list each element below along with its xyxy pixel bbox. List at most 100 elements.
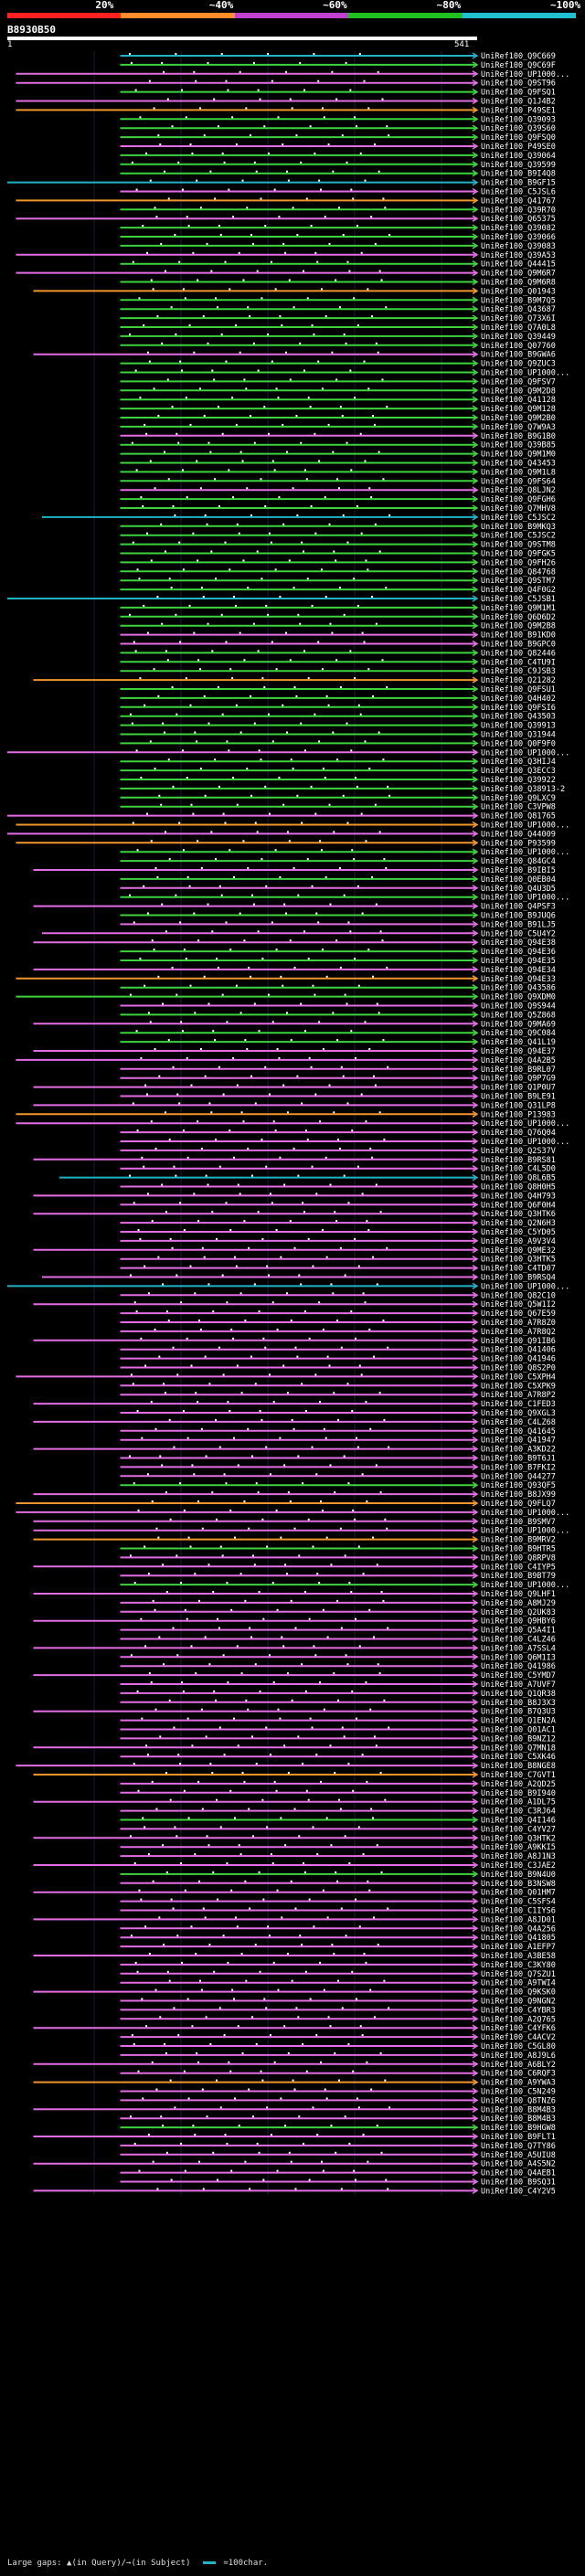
hit-row[interactable]: UniRef100_Q43453 — [120, 460, 556, 469]
hit-row[interactable]: UniRef100_Q38913-2 — [120, 785, 566, 794]
hit-row[interactable]: UniRef100_UP1000... — [16, 822, 570, 831]
hit-label[interactable]: UniRef100_Q41128 — [481, 396, 556, 405]
hit-label[interactable]: UniRef100_Q9ME32 — [481, 1246, 556, 1256]
hit-row[interactable]: UniRef100_B9MKQ3 — [120, 523, 556, 532]
hit-row[interactable]: UniRef100_Q9STM7 — [120, 577, 556, 586]
hit-row[interactable]: UniRef100_C4YFK6 — [33, 2024, 556, 2033]
hit-label[interactable]: UniRef100_Q4H793 — [481, 1192, 556, 1201]
hit-label[interactable]: UniRef100_Q1J4B2 — [481, 98, 556, 107]
hit-label[interactable]: UniRef100_Q9XDM0 — [481, 993, 556, 1002]
hit-label[interactable]: UniRef100_UP1000... — [481, 70, 569, 80]
hit-label[interactable]: UniRef100_UP1000... — [481, 1282, 569, 1291]
hit-row[interactable]: UniRef100_Q41128 — [120, 396, 556, 405]
hit-row[interactable]: UniRef100_Q21282 — [33, 676, 556, 685]
hit-label[interactable]: UniRef100_A7R8Q2 — [481, 1328, 556, 1337]
hit-label[interactable]: UniRef100_Q3HTK6 — [481, 1210, 556, 1219]
hit-label[interactable]: UniRef100_B7Q3U3 — [481, 1708, 556, 1717]
hit-label[interactable]: UniRef100_Q0F9F0 — [481, 739, 556, 748]
hit-row[interactable]: UniRef100_Q41645 — [120, 1427, 556, 1436]
hit-row[interactable]: UniRef100_Q9FS64 — [120, 477, 556, 486]
hit-row[interactable]: UniRef100_Q3HIJ4 — [120, 758, 556, 767]
hit-row[interactable]: UniRef100_Q9M128 — [120, 405, 556, 414]
hit-row[interactable]: UniRef100_UP1000... — [120, 369, 570, 378]
hit-label[interactable]: UniRef100_Q9ZUC3 — [481, 360, 556, 369]
hit-label[interactable]: UniRef100_C5XK46 — [481, 1753, 556, 1762]
hit-row[interactable]: UniRef100_Q39599 — [120, 161, 556, 170]
hit-row[interactable]: UniRef100_B9JUQ6 — [120, 912, 556, 921]
hit-row[interactable]: UniRef100_Q9FSQ0 — [120, 133, 556, 143]
hit-label[interactable]: UniRef100_A3KD22 — [481, 1446, 556, 1455]
hit-label[interactable]: UniRef100_Q39083 — [481, 242, 556, 251]
hit-row[interactable]: UniRef100_C5XK46 — [120, 1753, 556, 1762]
hit-row[interactable]: UniRef100_C6RQF3 — [120, 2070, 556, 2079]
hit-label[interactable]: UniRef100_Q9FSQ0 — [481, 133, 556, 143]
hit-row[interactable]: UniRef100_B9RL07 — [120, 1065, 556, 1075]
hit-label[interactable]: UniRef100_Q3HIJ4 — [481, 758, 556, 767]
hit-row[interactable]: UniRef100_UP1000... — [16, 1509, 570, 1518]
hit-label[interactable]: UniRef100_Q9FSV7 — [481, 377, 556, 387]
hit-row[interactable]: UniRef100_C5U4Y2 — [42, 929, 556, 938]
hit-row[interactable]: UniRef100_B9MRV2 — [33, 1536, 556, 1545]
hit-row[interactable]: UniRef100_C4Y2V5 — [33, 2187, 556, 2196]
hit-label[interactable]: UniRef100_C5YMD7 — [481, 1671, 556, 1680]
hit-label[interactable]: UniRef100_A7SSL4 — [481, 1644, 556, 1653]
hit-row[interactable]: UniRef100_Q9M1L8 — [120, 468, 556, 477]
hit-label[interactable]: UniRef100_Q9FLQ7 — [481, 1500, 556, 1509]
hit-label[interactable]: UniRef100_P13983 — [481, 1110, 556, 1119]
hit-label[interactable]: UniRef100_Q39A53 — [481, 251, 556, 260]
hit-label[interactable]: UniRef100_C5YD05 — [481, 1228, 556, 1237]
hit-label[interactable]: UniRef100_Q3HTK2 — [481, 1834, 556, 1843]
hit-label[interactable]: UniRef100_Q6M1I3 — [481, 1653, 556, 1662]
hit-label[interactable]: UniRef100_Q65375 — [481, 215, 556, 224]
hit-row[interactable]: UniRef100_B9BT79 — [120, 1572, 556, 1581]
hit-row[interactable]: UniRef100_C4YBR3 — [120, 2006, 556, 2015]
hit-label[interactable]: UniRef100_A9TWI4 — [481, 1979, 556, 1988]
hit-row[interactable]: UniRef100_Q44415 — [120, 260, 556, 270]
hit-row[interactable]: UniRef100_Q94E38 — [33, 938, 556, 948]
hit-row[interactable]: UniRef100_Q31LP8 — [33, 1101, 556, 1110]
hit-row[interactable]: UniRef100_B8JX99 — [33, 1490, 556, 1500]
hit-row[interactable]: UniRef100_B9M7Q5 — [120, 296, 556, 305]
hit-row[interactable]: UniRef100_Q01HM7 — [33, 1889, 556, 1898]
hit-label[interactable]: UniRef100_B9RSQ4 — [481, 1274, 556, 1283]
hit-label[interactable]: UniRef100_B8J3X3 — [481, 1699, 556, 1708]
hit-label[interactable]: UniRef100_Q84768 — [481, 567, 556, 577]
hit-label[interactable]: UniRef100_Q8RPV8 — [481, 1553, 556, 1563]
hit-label[interactable]: UniRef100_Q39066 — [481, 233, 556, 242]
hit-row[interactable]: UniRef100_B9FLT1 — [33, 2133, 556, 2142]
hit-label[interactable]: UniRef100_Q43687 — [481, 305, 556, 314]
hit-label[interactable]: UniRef100_C4YV27 — [481, 1825, 556, 1834]
hit-label[interactable]: UniRef100_B9SQ31 — [481, 2178, 556, 2188]
hit-label[interactable]: UniRef100_Q9HBY6 — [481, 1617, 556, 1627]
hit-label[interactable]: UniRef100_Q9M1M1 — [481, 604, 556, 613]
hit-label[interactable]: UniRef100_Q76Q04 — [481, 1129, 556, 1138]
hit-row[interactable]: UniRef100_Q8S2P0 — [120, 1364, 556, 1373]
hit-label[interactable]: UniRef100_Q7MHV8 — [481, 504, 556, 514]
hit-row[interactable]: UniRef100_Q94E34 — [33, 966, 556, 975]
hit-row[interactable]: UniRef100_Q3ECC3 — [120, 767, 556, 776]
hit-label[interactable]: UniRef100_Q39449 — [481, 333, 556, 342]
hit-row[interactable]: UniRef100_Q7MN18 — [33, 1744, 556, 1753]
hit-row[interactable]: UniRef100_Q41946 — [120, 1355, 556, 1364]
hit-label[interactable]: UniRef100_Q43586 — [481, 984, 556, 993]
hit-label[interactable]: UniRef100_A9KKI5 — [481, 1843, 556, 1852]
hit-label[interactable]: UniRef100_B9RS81 — [481, 1156, 556, 1165]
hit-row[interactable]: UniRef100_Q9ST96 — [16, 80, 556, 89]
hit-row[interactable]: UniRef100_C5XPK9 — [120, 1382, 556, 1391]
hit-label[interactable]: UniRef100_Q9NGN2 — [481, 1998, 556, 2007]
hit-row[interactable]: UniRef100_UP1000... — [16, 1119, 570, 1129]
hit-label[interactable]: UniRef100_Q9ST96 — [481, 80, 556, 89]
hit-row[interactable]: UniRef100_Q91IB6 — [33, 1337, 556, 1346]
hit-row[interactable]: UniRef100_A8JD01 — [33, 1915, 556, 1924]
hit-row[interactable]: UniRef100_Q41947 — [120, 1436, 556, 1446]
hit-row[interactable]: UniRef100_Q9FSI6 — [120, 704, 556, 713]
hit-row[interactable]: UniRef100_A1DL75 — [33, 1798, 556, 1807]
hit-label[interactable]: UniRef100_Q39913 — [481, 722, 556, 731]
hit-row[interactable]: UniRef100_B8M4B3 — [120, 2115, 556, 2124]
hit-row[interactable]: UniRef100_Q7A0L8 — [120, 323, 556, 333]
hit-row[interactable]: UniRef100_Q9M1M0 — [120, 451, 556, 460]
hit-row[interactable]: UniRef100_B9SQ31 — [120, 2178, 556, 2188]
hit-label[interactable]: UniRef100_C5SFS4 — [481, 1898, 556, 1907]
hit-label[interactable]: UniRef100_Q94E35 — [481, 957, 556, 966]
hit-label[interactable]: UniRef100_Q39R70 — [481, 206, 556, 215]
